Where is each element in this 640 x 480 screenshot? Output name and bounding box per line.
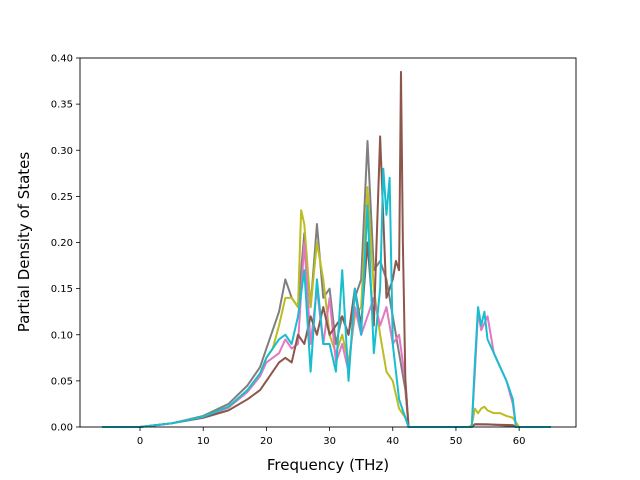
- y-tick-label: 0.00: [51, 423, 73, 434]
- x-tick-label: 60: [513, 436, 526, 447]
- x-tick-label: 10: [197, 436, 210, 447]
- y-tick-label: 0.10: [51, 330, 73, 341]
- y-tick-label: 0.35: [51, 100, 73, 111]
- x-axis: 0 10 20 30 40 50 60: [137, 427, 526, 447]
- y-tick-label: 0.05: [51, 376, 73, 387]
- y-tick-label: 0.15: [51, 284, 73, 295]
- y-tick-label: 0.25: [51, 192, 73, 203]
- y-tick-label: 0.40: [51, 54, 73, 65]
- x-tick-label: 30: [323, 436, 336, 447]
- y-tick-label: 0.20: [51, 238, 73, 249]
- series-line-5: [102, 167, 551, 428]
- x-tick-label: 50: [450, 436, 463, 447]
- plot-area: [80, 58, 576, 427]
- y-tick-label: 0.30: [51, 146, 73, 157]
- x-axis-label: Frequency (THz): [267, 456, 389, 474]
- x-tick-label: 20: [260, 436, 273, 447]
- x-tick-label: 0: [137, 436, 143, 447]
- x-tick-label: 40: [386, 436, 399, 447]
- y-axis: 0.00 0.05 0.10 0.15 0.20 0.25 0.30 0.35 0.40: [51, 54, 80, 434]
- y-axis-label: Partial Density of States: [15, 152, 33, 333]
